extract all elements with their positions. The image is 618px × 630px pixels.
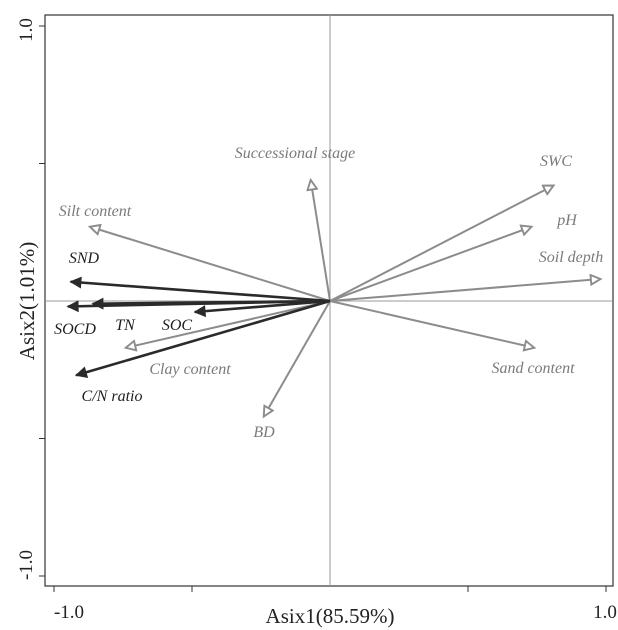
vector-label-soil-depth: Soil depth — [539, 249, 603, 266]
vector-label-socd: SOCD — [54, 321, 96, 338]
vector-arrow-snd — [69, 276, 331, 303]
x-tick-label-max: 1.0 — [593, 602, 617, 623]
vector-arrow-c-n-ratio — [74, 299, 331, 378]
vector-label-swc: SWC — [540, 153, 572, 170]
x-tick-label-min: -1.0 — [54, 602, 84, 623]
vector-label-c-n-ratio: C/N ratio — [82, 388, 143, 405]
vector-label-sand-content: Sand content — [491, 360, 575, 377]
y-tick-label-max: 1.0 — [16, 18, 37, 42]
vector-arrow-tn — [91, 297, 331, 310]
vector-arrow-ph — [329, 227, 531, 302]
vector-label-tn: TN — [115, 317, 136, 334]
vector-arrow-soil-depth — [329, 279, 600, 302]
vector-label-bd: BD — [253, 424, 275, 441]
vector-arrow-soc — [193, 299, 331, 318]
y-axis-title: Asix2(1.01%) — [15, 242, 39, 360]
vector-label-layer: SWC pH Soil depth Sand content Successional … — [54, 145, 603, 441]
vector-arrow-silt-content — [90, 227, 331, 302]
y-tick-label-min: -1.0 — [16, 550, 37, 580]
vector-label-snd: SND — [69, 250, 100, 267]
vector-arrow-sand-content — [329, 300, 534, 348]
x-axis-title: Asix1(85.59%) — [266, 604, 395, 628]
vector-arrow-bd — [264, 300, 331, 417]
vector-layer — [66, 180, 601, 417]
vector-label-successional-stage: Successional stage — [235, 145, 355, 162]
vector-arrow-clay-content — [126, 300, 331, 348]
vector-arrow-successional-stage — [311, 180, 331, 302]
vector-label-silt-content: Silt content — [59, 203, 132, 220]
axis-ticks — [39, 25, 607, 592]
vector-arrow-swc — [329, 186, 554, 302]
vector-label-soc: SOC — [162, 317, 193, 334]
vector-label-clay-content: Clay content — [149, 361, 231, 378]
vector-label-ph: pH — [556, 212, 578, 229]
